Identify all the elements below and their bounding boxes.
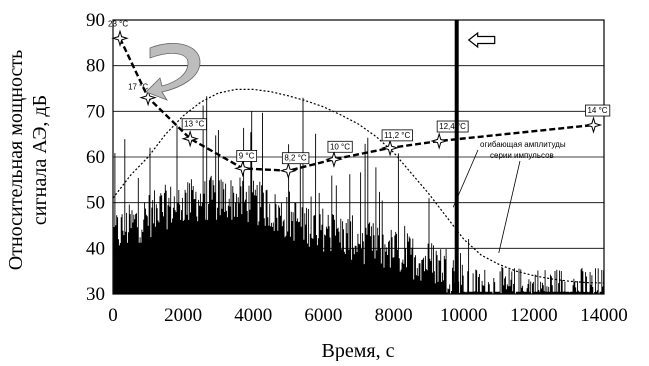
x-tick-label: 12000	[510, 305, 558, 326]
temperature-label: 9 °C	[239, 151, 255, 160]
y-tick-label: 90	[86, 10, 105, 31]
y-axis-title-line2: сигнала АЭ, дБ	[29, 95, 51, 225]
temperature-label-box	[436, 120, 469, 133]
y-tick-labels: 30 40 50 60 70 80 90	[86, 10, 105, 305]
x-tick-label: 0	[108, 305, 118, 326]
temperature-point	[234, 159, 252, 178]
temperature-label-box	[585, 104, 611, 117]
annotation-pointer	[498, 160, 521, 253]
temperature-point	[381, 139, 399, 157]
y-tick-label: 60	[86, 147, 105, 168]
temperature-label: 23 °C	[108, 19, 128, 28]
y-tick-label: 80	[86, 56, 105, 77]
y-tick-label: 40	[86, 238, 105, 259]
x-tick-label: 10000	[440, 305, 488, 326]
curved-arrow-icon	[145, 43, 201, 101]
temperature-label: 17 °C	[128, 83, 148, 92]
temperature-label-box	[281, 152, 310, 165]
temperature-point	[584, 116, 603, 134]
ae-signal-bars	[113, 96, 604, 294]
temperature-point	[181, 129, 199, 148]
temperature-point	[430, 132, 448, 150]
temperature-label: 10 °C	[330, 142, 350, 151]
temperature-label-box	[181, 118, 207, 131]
temperature-point	[139, 88, 157, 107]
temperature-point	[111, 29, 129, 48]
envelope-annotation-line1: огибающая амплитуды	[480, 140, 566, 149]
temperature-label-box	[381, 129, 413, 142]
x-tick-label: 6000	[304, 305, 342, 326]
temperature-point	[325, 150, 343, 169]
marker-arrow-icon	[467, 31, 496, 49]
y-tick-label: 30	[86, 284, 105, 305]
temperature-label: 8,2 °C	[284, 154, 307, 163]
temperature-label: 14 °C	[587, 106, 607, 115]
temperature-point	[279, 161, 298, 180]
x-tick-label: 14000	[580, 305, 628, 326]
marker-layer	[145, 20, 496, 294]
x-tick-label: 4000	[234, 305, 272, 326]
x-tick-label: 2000	[164, 305, 202, 326]
x-tick-label: 8000	[375, 305, 413, 326]
x-axis-title: Время, с	[322, 340, 395, 361]
temperature-label: 11,2 °C	[384, 131, 410, 140]
temperature-curve: 23 °C 17 °C 13 °C 9 °C 8,2 °C 10 °C 11,2 °C 12,…	[108, 19, 611, 180]
envelope-line	[112, 88, 605, 284]
temperature-label-box	[327, 140, 353, 153]
envelope-annotation-line2: серии импульсов	[490, 151, 554, 160]
y-tick-label: 70	[86, 101, 105, 122]
temperature-label: 12,4 °C	[439, 122, 466, 131]
y-axis-title-line1: Относительная мощность	[5, 50, 27, 270]
signal-bars-path	[113, 96, 604, 294]
x-tick-labels: 0 2000 4000 6000 8000 10000 12000 14000	[108, 305, 628, 326]
y-tick-label: 50	[86, 193, 105, 214]
temperature-label-box	[236, 150, 258, 162]
temperature-label: 13 °C	[184, 120, 204, 129]
